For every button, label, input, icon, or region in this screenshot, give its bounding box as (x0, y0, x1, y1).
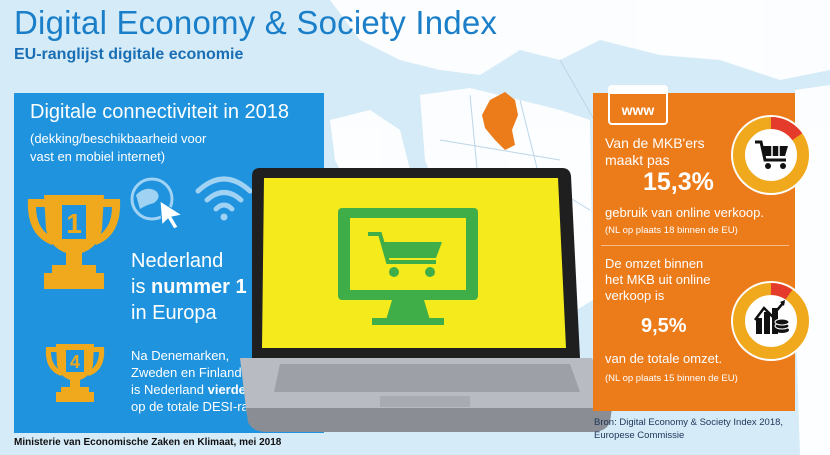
main-line-3: in Europa (131, 302, 217, 324)
block2-note: (NL op plaats 15 binnen de EU) (605, 373, 738, 384)
trophy-1-number: 1 (66, 208, 82, 239)
desi-ranking-text: Na Denemarken, Zweden en Finland is Nede… (131, 347, 286, 415)
block1-percentage: 15,3% (643, 168, 714, 196)
connectivity-heading: Digitale connectiviteit in 2018 (30, 101, 290, 123)
trophy-number-1-icon: 1 (27, 195, 121, 289)
globe-cursor-icon (130, 177, 184, 230)
wifi-icon (195, 176, 253, 221)
main-line-2-prefix: is (131, 276, 151, 298)
block1-line-1: Van de MKB'ers (605, 135, 705, 151)
page-subtitle: EU-ranglijst digitale economie (14, 46, 244, 63)
connectivity-subheading: (dekking/beschikbaarheid voor vast en mo… (30, 130, 280, 166)
source-line-1: Bron: Digital Economy & Society Index 20… (594, 417, 784, 428)
trophy-4-number: 4 (70, 352, 80, 372)
netherlands-rank-text: Nederland is nummer 1 in Europa (131, 248, 247, 326)
main-line-2: is nummer 1 (131, 274, 247, 300)
block1-intro: Van de MKB'ers maakt pas (605, 135, 725, 169)
block1-line-2: maakt pas (605, 152, 670, 168)
second-line-1: Na Denemarken, (131, 348, 230, 363)
www-label: www (621, 102, 655, 118)
trophy-number-4-icon: 4 (45, 344, 105, 402)
subheading-line-1: (dekking/beschikbaarheid voor (30, 131, 207, 146)
block2-line-2: het MKB uit online (605, 272, 711, 287)
block2-percentage: 9,5% (641, 315, 687, 337)
main-line-1: Nederland (131, 250, 224, 272)
source-line-2: Europese Commissie (594, 430, 685, 441)
subheading-line-2: vast en mobiel internet) (30, 149, 166, 164)
second-line-3: is Nederland vierde (131, 381, 286, 398)
source-note: Bron: Digital Economy & Society Index 20… (594, 416, 783, 442)
donut1-share-arc (733, 117, 809, 193)
online-sales-share-donut (731, 115, 811, 195)
browser-www-icon: www (608, 85, 668, 125)
page-title: Digital Economy & Society Index (14, 4, 498, 41)
main-line-2-bold: nummer 1 (151, 276, 247, 298)
netherlands-shape (482, 92, 518, 150)
block1-line-3: gebruik van online verkoop. (605, 205, 764, 220)
second-line-3-bold: vierde (207, 382, 246, 397)
online-revenue-share-donut (731, 281, 811, 361)
ministry-footer: Ministerie van Economische Zaken en Klim… (14, 437, 282, 448)
laptop-illustration (240, 168, 612, 432)
block2-line-1: De omzet binnen (605, 256, 704, 271)
block2-intro: De omzet binnen het MKB uit online verko… (605, 256, 725, 304)
revenue-chart-coins-icon (754, 300, 790, 334)
panel-divider (601, 245, 789, 246)
second-line-2: Zweden en Finland (131, 365, 242, 380)
second-line-3-prefix: is Nederland (131, 382, 208, 397)
monitor-cart-icon (338, 208, 478, 325)
donut2-share-arc (733, 283, 809, 359)
block1-note: (NL op plaats 18 binnen de EU) (605, 225, 738, 236)
shopping-cart-icon (755, 140, 788, 169)
block2-line-3: verkoop is (605, 288, 665, 303)
block2-line-4: van de totale omzet. (605, 351, 723, 366)
